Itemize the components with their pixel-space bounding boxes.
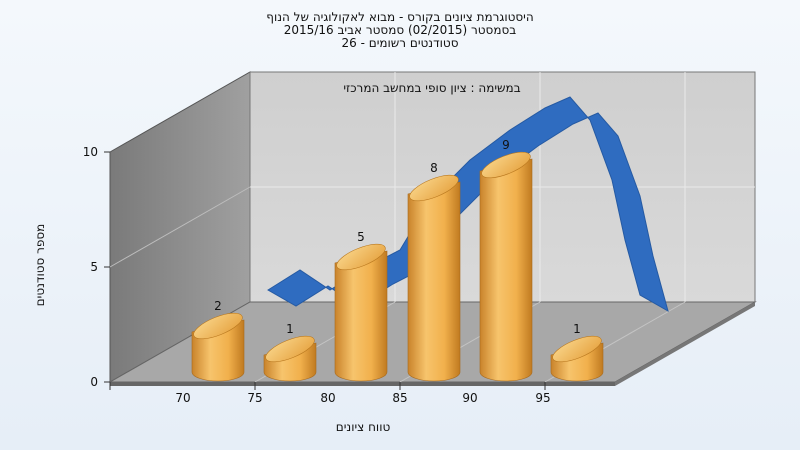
- x-axis: 70 75 80 85 90 95: [109, 382, 551, 405]
- chart-title-line-3: סטודנטים רשומים - 26: [341, 36, 458, 50]
- x-axis-title: טווח ציונים: [336, 420, 391, 434]
- y-tick-label: 0: [90, 375, 98, 389]
- x-tick-label: 95: [535, 391, 550, 405]
- bar-top: [193, 312, 243, 340]
- bar: 9: [479, 138, 533, 382]
- y-tick-label: 5: [90, 260, 98, 274]
- bar-top: [552, 335, 602, 363]
- x-tick-label: 85: [392, 391, 407, 405]
- floor-right-edge: [615, 302, 755, 386]
- bar-value-label: 5: [357, 230, 365, 244]
- bar: 1: [263, 322, 317, 382]
- bar-value-label: 1: [573, 322, 581, 336]
- y-axis-title: מספר סטודנטים: [33, 224, 47, 307]
- x-tick-label: 70: [175, 391, 190, 405]
- chart-title-line-1: היסטוגרמת ציונים בקורס - מבוא לאקולוגיה …: [266, 10, 533, 24]
- x-tick-label: 80: [320, 391, 335, 405]
- floor-front-edge: [110, 382, 615, 386]
- bar: 5: [334, 230, 388, 382]
- x-tick-label: 90: [462, 391, 477, 405]
- bar-value-label: 2: [214, 299, 222, 313]
- chart-title-line-2: בסמסטר (02/2015) סמסטר אביב 2015/16: [284, 23, 516, 37]
- bar-value-label: 9: [502, 138, 510, 152]
- x-tick-label: 75: [247, 391, 262, 405]
- bars: 2 1 5 8 9 1: [191, 138, 604, 382]
- bar-body: [407, 181, 461, 382]
- y-axis: 10 5 0: [83, 145, 110, 389]
- bar-value-label: 1: [286, 322, 294, 336]
- y-tick-label: 10: [83, 145, 98, 159]
- bar-top: [481, 151, 531, 179]
- bar-body: [479, 158, 533, 382]
- bar: 8: [407, 161, 461, 382]
- bar-top: [336, 243, 386, 271]
- chart-annotation: במשימה : ציון סופי במחשב המרכזי: [343, 81, 520, 95]
- bar: 1: [550, 322, 604, 382]
- bar-body: [334, 250, 388, 382]
- bar-top: [265, 335, 315, 363]
- bar-top: [409, 174, 459, 202]
- bar-value-label: 8: [430, 161, 438, 175]
- bar: 2: [191, 299, 245, 382]
- left-wall-grid: [109, 186, 251, 268]
